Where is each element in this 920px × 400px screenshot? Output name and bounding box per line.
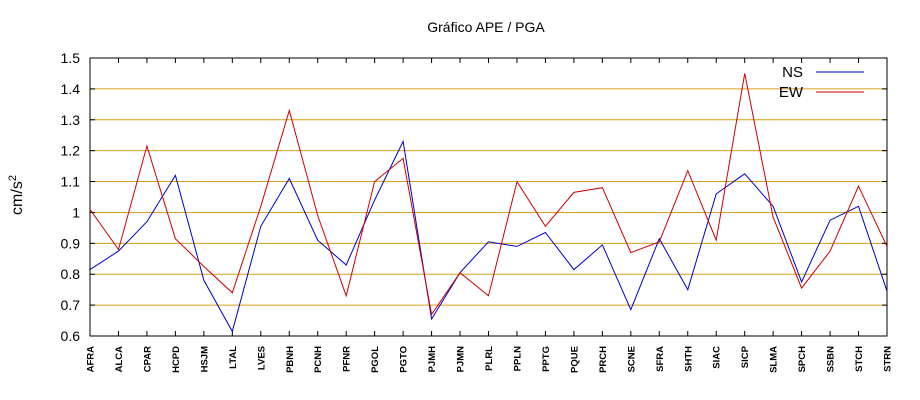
x-tick-label: PJMN [456,346,467,373]
series-lines [89,73,888,333]
x-tick-label: SLMA [769,346,780,373]
y-tick-label: 1.5 [61,50,81,66]
x-tick-label: PFNR [342,346,353,372]
x-tick-label: STRN [883,346,894,372]
x-tick-label: PJMH [427,346,438,373]
x-tick-label: PBNH [285,346,296,373]
x-tick-label: LTAL [228,346,239,369]
y-axis-ticks: 0.6 0.7 0.8 0.9 1 1.1 1.2 1.3 1.4 1.5 [61,50,887,344]
x-tick-label: PLRL [484,346,495,371]
y-tick-label: 1 [72,204,80,220]
x-tick-label: PPTG [541,346,552,372]
x-tick-label: PQUE [569,346,580,373]
x-tick-label: CPAR [142,346,153,372]
y-tick-label: 0.7 [61,297,81,313]
x-tick-label: HCPD [171,346,182,373]
legend-label-ew: EW [779,84,804,101]
x-tick-label: AFRA [86,346,97,373]
y-tick-label: 1.4 [61,81,81,97]
y-axis-label-text: cm/s [9,181,26,215]
x-tick-label: PGOL [370,346,381,373]
y-tick-label: 1.3 [61,112,81,128]
chart-title: Gráfico APE / PGA [427,19,545,35]
x-tick-label: SFRA [655,346,666,372]
x-tick-label: LVES [256,346,267,370]
series-line-ns [89,139,888,333]
x-tick-label: SHTH [683,346,694,372]
y-axis-label: cm/s2 [7,175,26,215]
y-axis-label-superscript: 2 [7,175,19,181]
legend-label-ns: NS [782,64,803,81]
x-tick-label: HSJM [199,346,210,372]
x-tick-label: PPLN [512,346,523,371]
x-tick-label: SIAC [712,346,723,369]
x-tick-label: SSBN [826,346,837,373]
x-tick-label: PRCH [598,346,609,373]
x-tick-label: SCNE [626,346,637,372]
x-tick-label: PGTO [399,346,410,373]
x-tick-label: SPCH [797,346,808,373]
y-tick-label: 1.1 [61,174,81,190]
legend: NS EW [779,64,864,101]
y-tick-label: 0.8 [61,266,81,282]
y-tick-label: 0.9 [61,235,81,251]
x-tick-label: ALCA [114,346,125,373]
x-tick-label: PCNH [313,346,324,373]
x-tick-label: SICP [740,345,751,368]
x-tick-label: STCH [854,346,865,372]
y-tick-label: 0.6 [61,328,81,344]
x-axis-ticks: AFRA ALCA CPAR HCPD HSJM LTAL LVES PBNH PCNH PFNR… [86,58,894,373]
y-tick-label: 1.2 [61,143,81,159]
series-line-ew [89,73,888,316]
grid-lines [90,88,887,306]
